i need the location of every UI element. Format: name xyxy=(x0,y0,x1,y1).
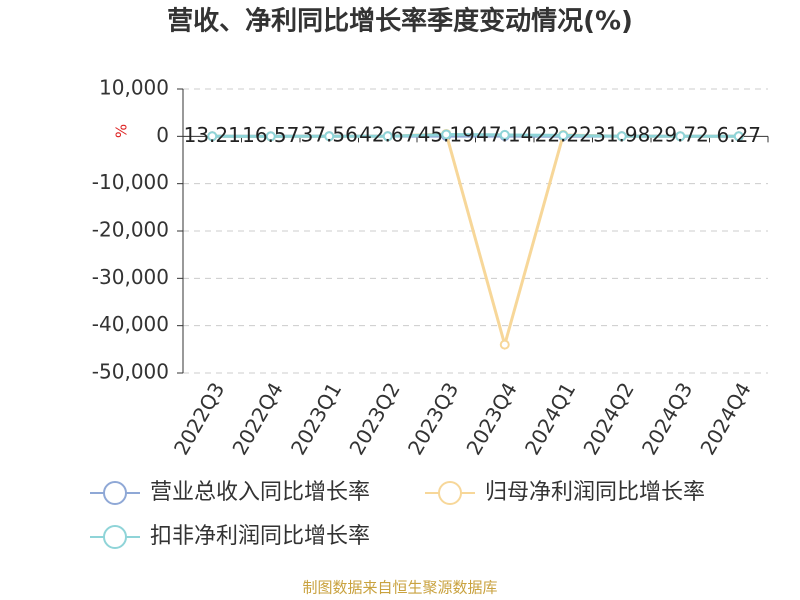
chart-title: 营收、净利同比增长率季度变动情况(%) xyxy=(167,6,633,37)
y-tick-label: -50,000 xyxy=(92,360,169,384)
x-tick-label: 2023Q3 xyxy=(403,378,463,459)
data-label: 42.67 xyxy=(359,123,416,147)
x-tick-label: 2024Q1 xyxy=(520,378,580,459)
source-note: 制图数据来自恒生聚源数据库 xyxy=(302,579,497,597)
y-tick-label: -20,000 xyxy=(92,218,169,242)
legend-label: 营业总收入同比增长率 xyxy=(150,480,370,505)
x-tick-label: 2022Q3 xyxy=(169,378,229,459)
data-point xyxy=(382,131,393,142)
x-tick-label: 2024Q4 xyxy=(695,378,755,459)
x-tick-label: 2023Q4 xyxy=(461,378,521,459)
data-label: 45.19 xyxy=(418,123,475,147)
x-tick-label: 2023Q1 xyxy=(286,378,346,459)
legend-label: 扣非净利润同比增长率 xyxy=(150,524,370,549)
legend-marker xyxy=(103,525,127,549)
data-point xyxy=(441,129,452,140)
data-point xyxy=(499,129,510,140)
data-point xyxy=(558,130,569,141)
data-point xyxy=(324,131,335,142)
y-tick-label: -30,000 xyxy=(92,265,169,289)
data-point xyxy=(616,131,627,142)
series-line xyxy=(212,132,739,138)
series-line xyxy=(212,132,739,351)
legend-label: 归母净利润同比增长率 xyxy=(485,480,705,505)
data-point xyxy=(207,131,218,142)
data-label: 22.22 xyxy=(535,123,592,147)
legend-marker xyxy=(103,481,127,505)
data-point xyxy=(265,131,276,142)
data-label: 29.72 xyxy=(652,123,709,147)
data-label: 37.56 xyxy=(301,123,358,147)
y-axis-title: % xyxy=(113,124,131,138)
data-point xyxy=(499,339,510,350)
data-point xyxy=(675,131,686,142)
y-tick-label: -40,000 xyxy=(92,312,169,336)
data-label: 6.27 xyxy=(716,123,761,147)
data-label: 47.14 xyxy=(476,123,533,147)
y-tick-label: 0 xyxy=(156,123,169,147)
data-label: 31.98 xyxy=(593,123,650,147)
y-tick-label: -10,000 xyxy=(92,170,169,194)
x-tick-label: 2022Q4 xyxy=(227,378,287,459)
x-tick-label: 2023Q2 xyxy=(344,378,404,459)
data-label: 13.21 xyxy=(184,123,241,147)
legend-marker xyxy=(438,481,462,505)
data-point xyxy=(733,131,744,142)
x-tick-label: 2024Q2 xyxy=(578,378,638,459)
x-tick-label: 2024Q3 xyxy=(637,378,697,459)
y-tick-label: 10,000 xyxy=(99,76,169,100)
data-label: 16.57 xyxy=(242,123,299,147)
